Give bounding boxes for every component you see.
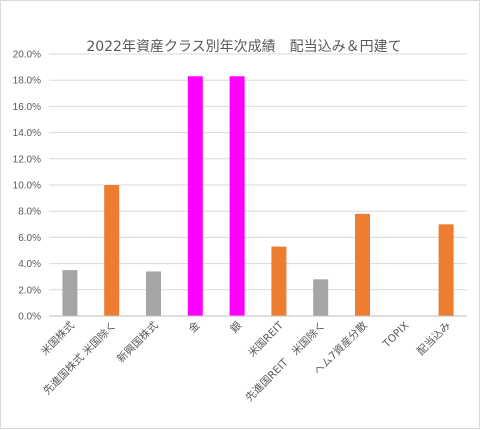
bar xyxy=(146,271,161,316)
y-tick-label: 20.0% xyxy=(13,50,41,61)
chart-title: 2022年資産クラス別年次成績 配当込み＆円建て xyxy=(86,39,401,55)
x-category-label: 米国株式 xyxy=(38,319,77,358)
y-tick-label: 10.0% xyxy=(13,181,41,192)
bar xyxy=(62,270,78,316)
bar xyxy=(187,76,203,317)
y-tick-label: 16.0% xyxy=(13,102,41,113)
y-tick-label: 4.0% xyxy=(18,259,41,270)
x-category-label: 金 xyxy=(186,319,203,336)
bar xyxy=(355,213,370,316)
y-axis-tick-labels: 0.0% 2.0% 4.0% 6.0% 8.0% 10.0% 12.0% 14.0% 16.0%… xyxy=(13,50,41,323)
x-category-label: 米国REIT xyxy=(245,319,286,360)
x-category-label: 先進国REIT 米国除く xyxy=(243,319,328,404)
x-category-label: 先進国株式 米国除く xyxy=(40,319,118,397)
y-tick-label: 18.0% xyxy=(13,76,41,87)
bar xyxy=(229,76,245,317)
bar xyxy=(104,185,120,316)
y-tick-label: 6.0% xyxy=(18,233,41,244)
bars xyxy=(62,76,454,317)
y-tick-label: 14.0% xyxy=(13,128,41,139)
bar xyxy=(271,246,287,316)
y-tick-label: 8.0% xyxy=(18,207,41,218)
x-category-label: 新興国株式 xyxy=(114,319,161,366)
x-category-label: 配当込み xyxy=(414,319,453,358)
x-category-label: 銀 xyxy=(228,319,245,336)
x-category-label: TOPIX xyxy=(380,320,411,351)
y-tick-label: 2.0% xyxy=(18,285,41,296)
y-tick-label: 12.0% xyxy=(13,154,41,165)
y-tick-label: 0.0% xyxy=(18,312,41,323)
x-axis-category-labels: 米国株式先進国株式 米国除く新興国株式金銀米国REIT先進国REIT 米国除くヘ… xyxy=(38,319,453,405)
bar xyxy=(438,224,454,316)
bar xyxy=(313,279,329,316)
